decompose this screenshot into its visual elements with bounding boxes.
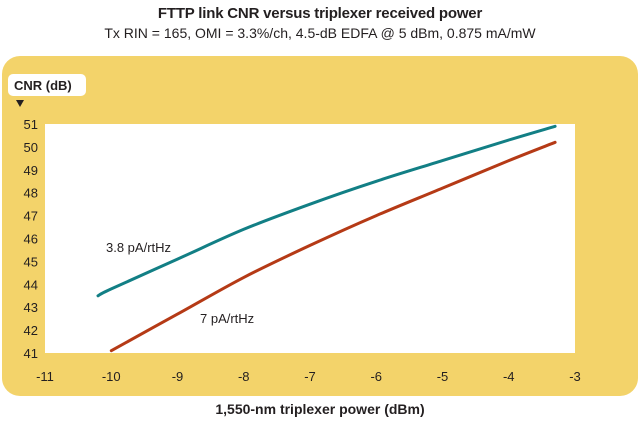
x-tick-label: -7 xyxy=(304,369,316,384)
x-tick-label: -5 xyxy=(437,369,449,384)
series-label-7: 7 pA/rtHz xyxy=(200,311,254,326)
y-tick-label: 47 xyxy=(24,209,38,224)
x-tick-label: -4 xyxy=(503,369,515,384)
series-line-1 xyxy=(109,140,557,353)
y-tick-label: 48 xyxy=(24,186,38,201)
chart-title: FTTP link CNR versus triplexer received … xyxy=(157,5,483,22)
chart-subtitle: Tx RIN = 165, OMI = 3.3%/ch, 4.5-dB EDFA… xyxy=(104,25,536,41)
x-tick-label: -6 xyxy=(370,369,382,384)
x-axis-label: 1,550-nm triplexer power (dBm) xyxy=(215,401,424,417)
x-tick-label: -10 xyxy=(102,369,121,384)
y-tick-label: 43 xyxy=(24,300,38,315)
y-tick-label: 50 xyxy=(24,140,38,155)
y-tick-label: 42 xyxy=(24,323,38,338)
y-tick-label: 44 xyxy=(24,277,38,292)
ylabel-box xyxy=(8,74,86,96)
plot-area xyxy=(45,124,575,353)
x-tick-label: -3 xyxy=(569,369,581,384)
y-tick-label: 51 xyxy=(24,117,38,132)
y-tick-label: 49 xyxy=(24,163,38,178)
y-tick-label: 41 xyxy=(24,346,38,361)
y-tick-label: 46 xyxy=(24,232,38,247)
y-axis-label: CNR (dB) xyxy=(14,78,72,93)
x-tick-label: -11 xyxy=(36,369,54,384)
series-label-3-8: 3.8 pA/rtHz xyxy=(106,240,171,255)
y-axis-arrow xyxy=(16,100,24,107)
x-tick-label: -8 xyxy=(238,369,250,384)
y-tick-label: 45 xyxy=(24,254,38,269)
series-line-0 xyxy=(96,124,557,298)
x-tick-label: -9 xyxy=(172,369,184,384)
